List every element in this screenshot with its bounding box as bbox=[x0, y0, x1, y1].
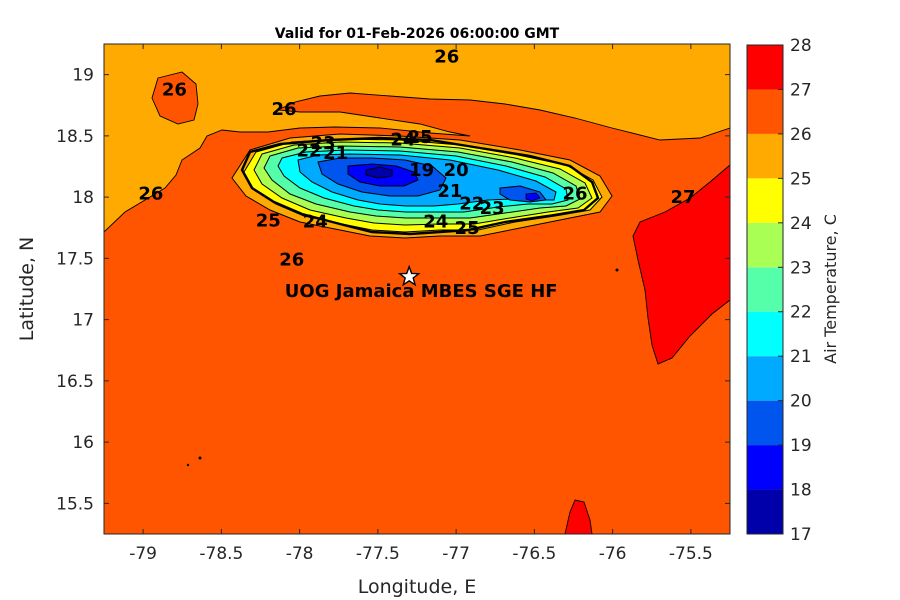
coastline bbox=[240, 136, 600, 236]
contour-label: 26 bbox=[279, 250, 304, 271]
contour-label: 26 bbox=[563, 183, 588, 204]
colorbar-frame bbox=[746, 44, 784, 535]
band-25-north bbox=[104, 44, 730, 233]
y-tick-label: 16.5 bbox=[56, 372, 94, 392]
colorbar-tick-label: 17 bbox=[790, 525, 812, 545]
contour-label: 24 bbox=[390, 130, 415, 151]
contour-label: 21 bbox=[437, 181, 462, 202]
contour-label: 26 bbox=[271, 99, 296, 120]
x-tick-label: -76.5 bbox=[512, 544, 556, 564]
x-tick-label: -78 bbox=[286, 544, 314, 564]
islet-dot bbox=[186, 463, 190, 467]
x-tick-label: -79 bbox=[129, 544, 157, 564]
y-tick-label: 17.5 bbox=[56, 249, 94, 269]
contour-label: 25 bbox=[256, 210, 281, 231]
colorbar-segment bbox=[747, 445, 783, 490]
core-coldest bbox=[365, 166, 393, 179]
colorbar-tick-label: 26 bbox=[790, 125, 812, 145]
y-tick-label: 15.5 bbox=[56, 494, 94, 514]
star-icon bbox=[397, 264, 421, 287]
colorbar-segment bbox=[747, 489, 783, 534]
contour-label: 24 bbox=[423, 212, 448, 233]
colorbar-tick-label: 27 bbox=[790, 80, 812, 100]
band-27-south bbox=[564, 499, 593, 534]
contour-label: 22 bbox=[459, 193, 484, 214]
colorbar-segment bbox=[747, 178, 783, 223]
x-tick-label: -76 bbox=[599, 544, 627, 564]
station-label: UOG Jamaica MBES SGE HF bbox=[285, 281, 558, 302]
contour-label: 24 bbox=[303, 212, 328, 233]
plot-frame bbox=[103, 43, 731, 535]
colorbar-label: Air Temperature, C bbox=[821, 214, 840, 364]
y-axis-ticks: 15.5 16 16.5 17 17.5 18 18.5 19 bbox=[56, 66, 730, 514]
colorbar-segment bbox=[747, 267, 783, 312]
contour-label: 25 bbox=[455, 218, 480, 239]
contour-label: 19 bbox=[409, 160, 434, 181]
x-tick-label: -77.5 bbox=[356, 544, 400, 564]
islet-dot bbox=[198, 456, 202, 460]
contour-label: 26 bbox=[162, 79, 187, 100]
contour-label: 25 bbox=[408, 127, 433, 148]
colorbar-tick-label: 18 bbox=[790, 481, 812, 501]
colorbar-segment bbox=[747, 89, 783, 134]
y-tick-label: 19 bbox=[72, 66, 94, 86]
colorbar-segment bbox=[747, 400, 783, 446]
islet-26 bbox=[151, 71, 199, 125]
colorbar-tick-label: 22 bbox=[790, 303, 812, 323]
colorbar-tick-label: 19 bbox=[790, 436, 812, 456]
x-tick-label: -78.5 bbox=[199, 544, 243, 564]
y-tick-label: 16 bbox=[72, 433, 94, 453]
colorbar-tick-label: 28 bbox=[790, 36, 812, 56]
x-tick-label: -77 bbox=[442, 544, 470, 564]
colorbar-tick-label: 23 bbox=[790, 258, 812, 278]
contour-label: 22 bbox=[296, 141, 321, 162]
map-title: Valid for 01-Feb-2026 06:00:00 GMT bbox=[275, 26, 560, 42]
contour-label: 21 bbox=[323, 143, 348, 164]
islet-dot bbox=[615, 268, 619, 272]
station-marker[interactable] bbox=[397, 264, 421, 287]
core-east bbox=[525, 192, 541, 202]
contour-label: 26 bbox=[138, 183, 163, 204]
colorbar-segment bbox=[747, 133, 783, 179]
colorbar-segment bbox=[747, 311, 783, 357]
y-tick-label: 18.5 bbox=[56, 127, 94, 147]
contour-label: 23 bbox=[480, 198, 505, 219]
band-27-east bbox=[632, 164, 730, 365]
colorbar-tick-label: 25 bbox=[790, 169, 812, 189]
colorbar-segment bbox=[747, 45, 783, 90]
colorbar-segment bbox=[747, 356, 783, 401]
colorbar-tick-label: 21 bbox=[790, 347, 812, 367]
contour-label: 27 bbox=[671, 187, 696, 208]
y-tick-label: 18 bbox=[72, 188, 94, 208]
x-axis-ticks: -79 -78.5 -78 -77.5 -77 -76.5 -76 -75.5 bbox=[129, 44, 713, 564]
colorbar-segment bbox=[747, 222, 783, 268]
y-tick-label: 17 bbox=[72, 311, 94, 331]
x-tick-label: -75.5 bbox=[669, 544, 713, 564]
contour-label: 23 bbox=[311, 133, 336, 154]
colorbar-tick-label: 20 bbox=[790, 392, 812, 412]
contour-label: 26 bbox=[434, 46, 459, 67]
colorbar: 17 18 19 20 21 22 23 24 25 26 27 28 bbox=[746, 36, 812, 545]
colorbar-tick-label: 24 bbox=[790, 214, 812, 234]
y-axis-label: Latitude, N bbox=[16, 237, 38, 342]
x-axis-label: Longitude, E bbox=[358, 576, 477, 598]
contour-label: 20 bbox=[444, 160, 469, 181]
